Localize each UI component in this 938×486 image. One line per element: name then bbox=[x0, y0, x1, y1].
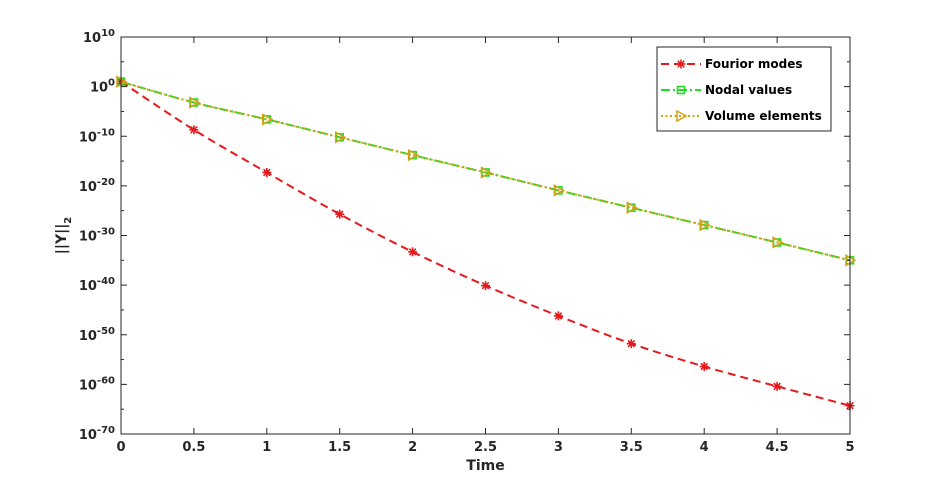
x-tick-label-0: 0 bbox=[116, 440, 125, 455]
x-tick-label-2: 1 bbox=[262, 440, 271, 455]
x-tick-label-4: 2 bbox=[408, 440, 417, 455]
x-tick-label-7: 3.5 bbox=[620, 440, 643, 455]
x-tick-label-9: 4.5 bbox=[766, 440, 789, 455]
legend-label-0: Fourior modes bbox=[705, 57, 803, 71]
series-2-point-6 bbox=[553, 184, 565, 197]
legend-marker-1 bbox=[676, 85, 686, 95]
axes-layer: 0 0.5 1 1.5 2 2.5 3 3.5 4 4.5 5 1010 100 10-10 10-20 10… bbox=[54, 28, 855, 474]
y-tick-label-8: 10-70 bbox=[79, 425, 115, 443]
x-axis-title: Time bbox=[466, 458, 504, 474]
x-tick-label-8: 4 bbox=[700, 440, 709, 455]
legend-marker-0 bbox=[676, 59, 686, 69]
legend-marker-2 bbox=[676, 109, 688, 123]
series-layer bbox=[116, 75, 857, 411]
series-line-0 bbox=[120, 80, 851, 407]
series-0-point-5 bbox=[481, 281, 490, 291]
x-tick-label-3: 1.5 bbox=[328, 440, 351, 455]
y-tick-label-7: 10-60 bbox=[79, 375, 115, 393]
series-2-point-9 bbox=[772, 236, 784, 249]
legend-label-2: Volume elements bbox=[705, 109, 822, 123]
legend: Fourior modes Nodal values Volume elements bbox=[656, 46, 832, 132]
x-tick-label-5: 2.5 bbox=[474, 440, 497, 455]
legend-entry-2: Volume elements bbox=[661, 109, 822, 123]
series-line-2 bbox=[120, 80, 851, 262]
legend-entry-0: Fourior modes bbox=[661, 57, 803, 71]
series-line-1 bbox=[120, 80, 851, 262]
legend-entry-1: Nodal values bbox=[661, 83, 792, 97]
x-tick-label-1: 0.5 bbox=[182, 440, 205, 455]
series-0-point-7 bbox=[626, 339, 636, 349]
x-tick-label-6: 3 bbox=[554, 440, 563, 455]
series-2-point-3 bbox=[334, 130, 347, 144]
series-2-point-1 bbox=[189, 96, 201, 109]
y-tick-label-4: 10-30 bbox=[79, 227, 115, 245]
y-tick-label-3: 10-20 bbox=[79, 177, 115, 195]
series-2-point-4 bbox=[407, 148, 420, 162]
series-0-point-9 bbox=[772, 381, 782, 391]
y-tick-label-0: 1010 bbox=[83, 28, 115, 46]
series-0-point-2 bbox=[262, 167, 272, 177]
y-axis-title: ||Y||2 bbox=[54, 217, 74, 255]
legend-label-1: Nodal values bbox=[705, 83, 792, 97]
y-tick-label-5: 10-40 bbox=[79, 276, 115, 294]
series-0-point-8 bbox=[699, 362, 709, 372]
series-2-point-8 bbox=[699, 218, 711, 232]
y-tick-label-6: 10-50 bbox=[79, 326, 115, 344]
x-tick-label-10: 5 bbox=[845, 440, 854, 455]
series-0-point-3 bbox=[335, 209, 345, 219]
series-0-point-4 bbox=[408, 247, 418, 257]
series-2-point-5 bbox=[480, 166, 493, 179]
y-tick-label-2: 10-10 bbox=[79, 127, 115, 145]
series-0-point-1 bbox=[189, 125, 199, 135]
series-2-point-7 bbox=[626, 201, 638, 214]
y-tick-label-1: 100 bbox=[90, 78, 115, 96]
series-0-point-6 bbox=[553, 311, 563, 321]
series-2-point-2 bbox=[262, 113, 274, 126]
